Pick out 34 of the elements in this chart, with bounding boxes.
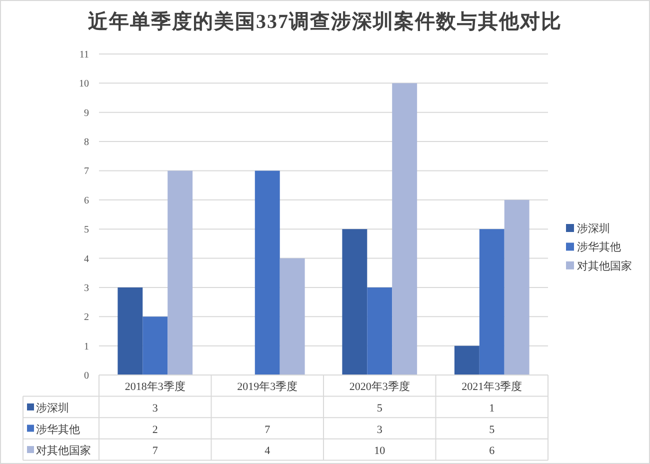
data-label: 3 <box>376 424 382 436</box>
table-series-name: 涉深圳 <box>36 402 69 414</box>
y-tick-label: 9 <box>84 108 89 119</box>
category-label: 2021年3季度 <box>462 381 522 394</box>
y-tick-label: 10 <box>79 78 89 90</box>
category-label: 2018年3季度 <box>124 381 186 394</box>
data-label: 5 <box>376 402 382 414</box>
data-label: 1 <box>489 402 495 414</box>
y-tick-label: 1 <box>84 341 89 352</box>
y-tick-label: 0 <box>84 370 89 382</box>
y-tick-label: 8 <box>84 137 89 148</box>
category-label: 2020年3季度 <box>349 381 410 394</box>
legend-label: 涉华其他 <box>577 242 621 254</box>
legend-label: 涉深圳 <box>577 223 610 235</box>
data-label: 4 <box>264 445 270 458</box>
data-label: 5 <box>489 424 495 436</box>
y-tick-label: 3 <box>84 282 89 294</box>
table-series-name: 对其他国家 <box>36 445 91 458</box>
data-label: 7 <box>152 445 158 458</box>
data-label: 7 <box>264 424 270 436</box>
data-label: 10 <box>374 445 386 458</box>
data-label: 3 <box>152 402 158 414</box>
y-tick-label: 4 <box>84 254 89 265</box>
category-label: 2019年3季度 <box>237 381 298 394</box>
title: 近年单季度的美国337调查涉深圳案件数与其他对比 <box>88 11 562 33</box>
table-series-name: 涉华其他 <box>36 424 80 436</box>
y-tick-label: 2 <box>84 312 89 324</box>
y-tick-label: 6 <box>84 195 89 206</box>
legend-label: 对其他国家 <box>577 260 632 272</box>
data-label: 2 <box>152 424 158 436</box>
y-tick-label: 11 <box>79 50 89 60</box>
y-tick-label: 5 <box>84 224 89 236</box>
y-tick-label: 7 <box>84 166 89 178</box>
data-label: 6 <box>489 445 495 458</box>
